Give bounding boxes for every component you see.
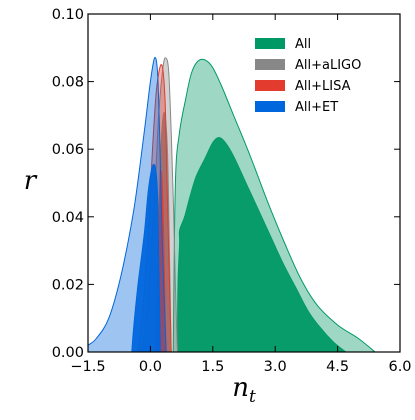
y-axis-label: r (24, 166, 38, 196)
legend-swatch-all-lisa (255, 80, 285, 91)
x-tick-label: 6.0 (388, 359, 411, 375)
x-tick-label: 4.5 (326, 359, 349, 375)
series-all (172, 58, 376, 352)
legend-label-all: All (295, 37, 311, 52)
legend-label-all-et: All+ET (295, 100, 338, 115)
legend-swatch-all-aligo (255, 59, 285, 70)
legend: All All+aLIGO All+LISA All+ET (255, 37, 361, 115)
contour-68-all-et (131, 163, 161, 352)
x-tick-label: 1.5 (201, 359, 224, 375)
x-tick-label: −1.5 (70, 359, 105, 375)
y-tick-label: 0.04 (52, 210, 84, 226)
legend-label-all-lisa: All+LISA (295, 79, 351, 94)
legend-swatch-all-et (255, 101, 285, 112)
x-axis-label-main: n (232, 373, 249, 403)
x-axis-label: nt (232, 373, 256, 407)
x-tick-label: 3.0 (264, 359, 287, 375)
legend-swatch-all (255, 38, 285, 49)
contour-68-all (176, 136, 347, 352)
y-tick-label: 0.02 (52, 277, 84, 293)
plot-frame (87, 13, 401, 353)
legend-label-all-aligo: All+aLIGO (295, 58, 361, 73)
y-tick-label: 0.06 (52, 142, 84, 158)
ticks-layer: −1.5 0.0 1.5 3.0 4.5 6.0 0.00 0.02 0.04 0.06 0.08 0… (52, 7, 412, 375)
y-tick-label: 0.08 (52, 75, 84, 91)
x-axis-label-subscript: t (249, 387, 256, 407)
series-layer (88, 57, 376, 352)
y-tick-label: 0.00 (52, 345, 84, 361)
y-tick-label: 0.10 (52, 7, 84, 23)
x-tick-label: 0.0 (139, 359, 162, 375)
series-all-et (88, 57, 167, 352)
